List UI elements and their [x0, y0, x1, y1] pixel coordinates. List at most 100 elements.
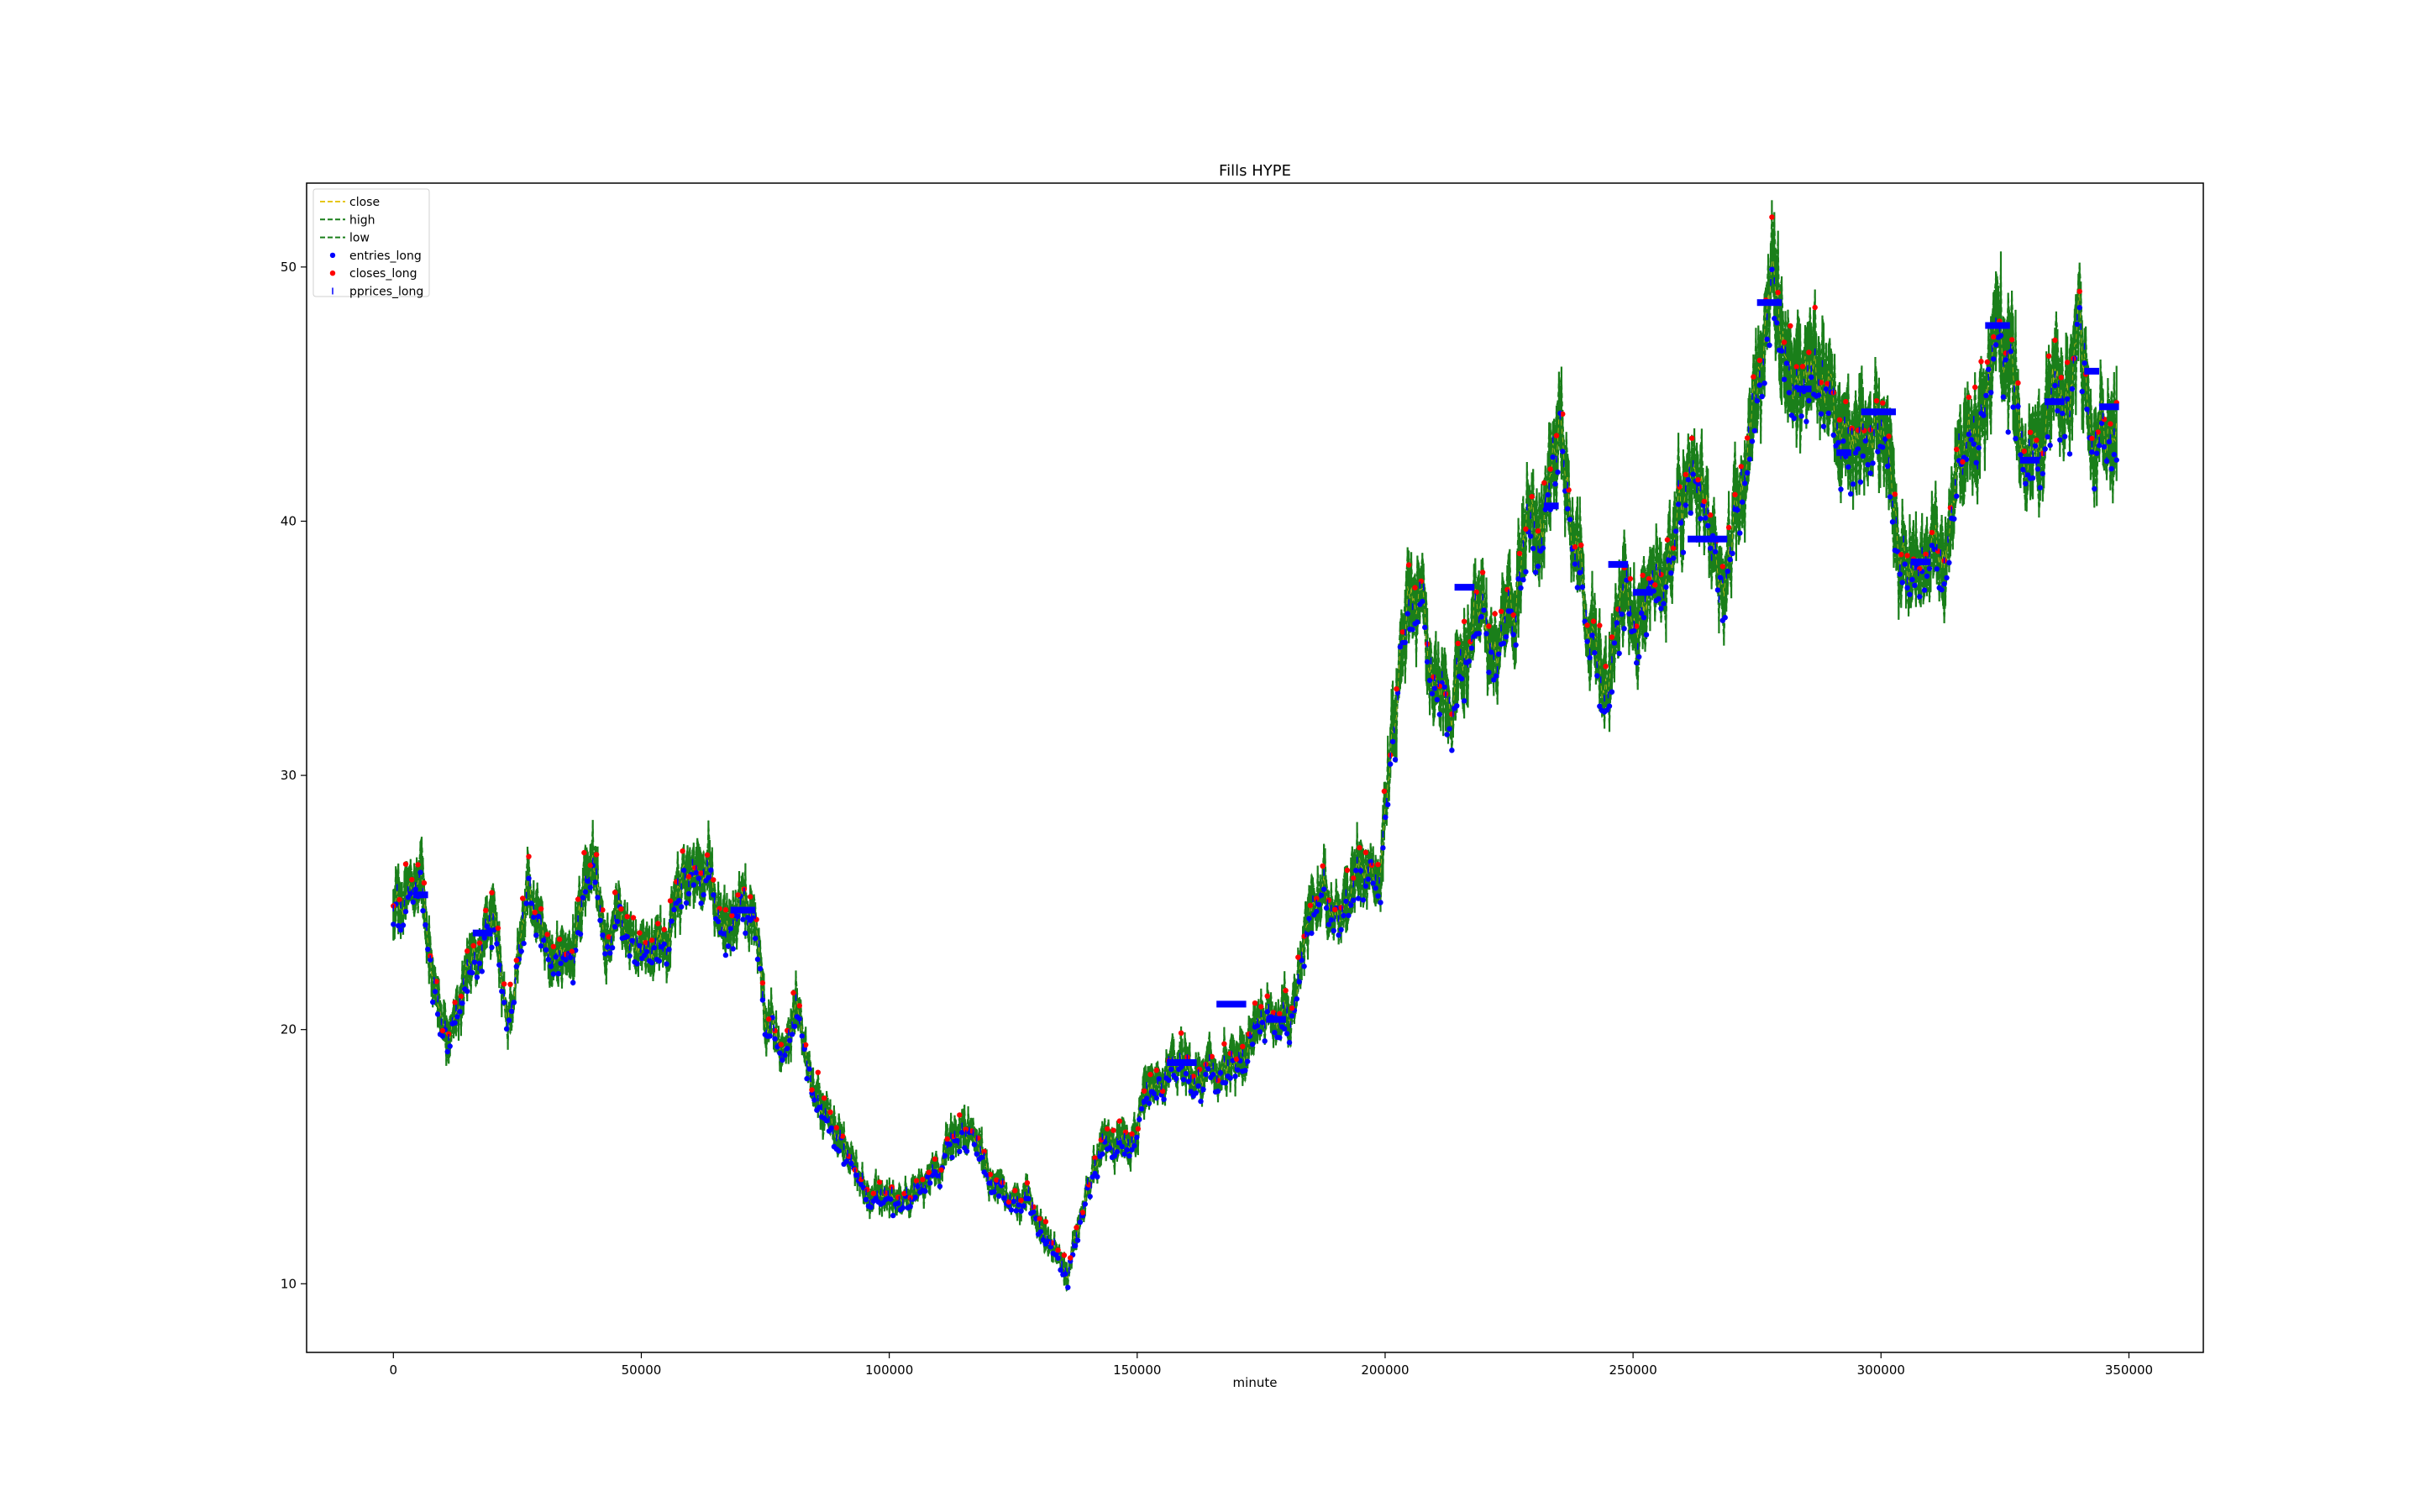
entry-point: [1461, 698, 1467, 704]
entry-point: [1326, 921, 1332, 927]
close-point: [1738, 464, 1744, 470]
entry-point: [1277, 1035, 1283, 1041]
entry-point: [1203, 1071, 1209, 1078]
entry-point: [538, 942, 544, 949]
close-point: [1215, 1078, 1221, 1084]
entry-point: [1360, 897, 1367, 903]
close-point: [2021, 449, 2027, 454]
entry-point: [2037, 485, 2043, 491]
entry-point: [499, 989, 505, 995]
entry-point: [683, 900, 690, 906]
close-point: [1394, 686, 1399, 692]
entry-point: [1272, 1030, 1278, 1036]
entry-point: [2101, 444, 2108, 450]
x-tick-label: 50000: [622, 1362, 662, 1378]
entry-point: [791, 1023, 798, 1030]
entry-point: [1375, 893, 1381, 899]
entry-point: [1481, 607, 1487, 613]
entry-point: [757, 966, 764, 972]
entry-point: [959, 1130, 965, 1136]
close-point: [1246, 1031, 1252, 1037]
entry-point: [1180, 1077, 1187, 1083]
entry-point: [1476, 631, 1482, 637]
entry-point: [2082, 360, 2087, 366]
y-tick-label: 40: [281, 513, 297, 528]
entry-point: [666, 947, 672, 953]
entry-point: [410, 899, 416, 906]
x-tick-label: 0: [390, 1362, 398, 1378]
pprice-plateau: [2084, 367, 2099, 375]
close-point: [520, 895, 526, 901]
entry-point: [1380, 845, 1386, 851]
entry-point: [1500, 640, 1507, 646]
close-point: [1553, 433, 1560, 438]
entry-point: [1592, 649, 1598, 656]
close-point: [1806, 349, 1812, 355]
entry-point: [1338, 927, 1344, 933]
close-point: [1005, 1199, 1012, 1205]
entry-point: [722, 952, 729, 958]
entry-point: [1528, 533, 1534, 539]
entry-point: [1754, 398, 1760, 404]
entry-point: [614, 918, 621, 925]
close-point: [1744, 435, 1751, 441]
entry-point: [1346, 912, 1352, 919]
entry-point: [447, 1043, 453, 1049]
entry-point: [518, 948, 524, 954]
close-point: [458, 993, 465, 1000]
close-point: [1037, 1215, 1042, 1222]
close-point: [618, 906, 624, 912]
entry-point: [730, 946, 736, 952]
close-point: [2008, 337, 2015, 343]
entry-point: [570, 979, 576, 986]
entry-point: [1867, 470, 1873, 476]
entry-point: [664, 961, 669, 967]
entry-point: [2057, 437, 2063, 443]
entry-point: [1235, 1067, 1241, 1073]
entry-point: [1383, 814, 1389, 821]
entry-point: [696, 875, 701, 881]
entry-point: [676, 898, 682, 904]
close-point: [1147, 1071, 1153, 1078]
entry-point: [1671, 555, 1677, 561]
close-point: [1024, 1180, 1031, 1186]
close-point: [815, 1069, 821, 1075]
series-low: [392, 288, 2118, 1293]
close-point: [1344, 867, 1351, 874]
close-point: [1105, 1126, 1110, 1132]
entry-point: [680, 867, 687, 874]
entry-point: [963, 1148, 970, 1154]
close-point: [1055, 1247, 1061, 1253]
entry-point: [1323, 905, 1330, 911]
entry-point: [1077, 1219, 1084, 1226]
entry-point: [1468, 645, 1475, 651]
entry-point: [612, 924, 618, 930]
close-point: [1362, 849, 1369, 855]
legend-box: [312, 188, 430, 297]
close-point: [465, 948, 470, 954]
entry-point: [457, 1009, 463, 1015]
entry-point: [1153, 1095, 1160, 1101]
close-point: [711, 877, 717, 883]
entry-point: [2060, 410, 2066, 417]
entry-point: [2069, 386, 2076, 392]
entry-point: [1717, 575, 1724, 580]
entry-point: [900, 1205, 906, 1211]
entry-point: [1426, 677, 1433, 684]
close-point: [1584, 622, 1590, 628]
entry-point: [1331, 927, 1337, 934]
entry-point: [1921, 587, 1928, 593]
entry-point: [587, 885, 593, 890]
close-point: [1793, 364, 1799, 370]
entry-point: [1166, 1077, 1172, 1084]
close-point: [1923, 551, 1929, 557]
entry-point: [1857, 479, 1864, 485]
entry-point: [1902, 561, 1908, 567]
plot-area: [391, 200, 2119, 1293]
close-point: [1646, 575, 1652, 582]
entry-point: [1424, 659, 1431, 665]
pprice-plateau: [1167, 1059, 1197, 1066]
close-point: [1873, 398, 1880, 404]
entry-point: [1434, 696, 1441, 703]
entry-point: [425, 946, 431, 953]
